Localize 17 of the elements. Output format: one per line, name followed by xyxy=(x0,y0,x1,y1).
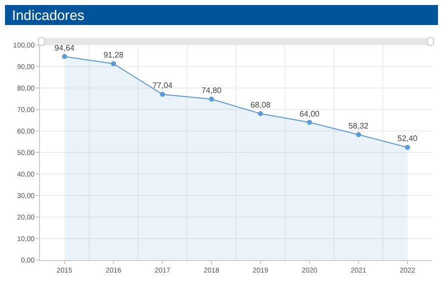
data-label: 77,04 xyxy=(152,81,174,90)
data-label: 64,00 xyxy=(299,109,320,118)
chart-title: Indicadores xyxy=(5,5,438,25)
point xyxy=(111,61,116,66)
point xyxy=(405,144,410,150)
point xyxy=(356,132,361,138)
point xyxy=(160,92,165,97)
data-label: 52,40 xyxy=(397,134,418,144)
data-label: 74,80 xyxy=(201,86,222,96)
point xyxy=(62,54,67,60)
point xyxy=(209,96,214,102)
data-label: 58,32 xyxy=(348,121,370,130)
point xyxy=(307,120,312,125)
data-label: 91,28 xyxy=(103,50,124,60)
data-label: 94,64 xyxy=(54,43,76,52)
data-label: 68,08 xyxy=(250,100,272,110)
point xyxy=(258,111,263,116)
